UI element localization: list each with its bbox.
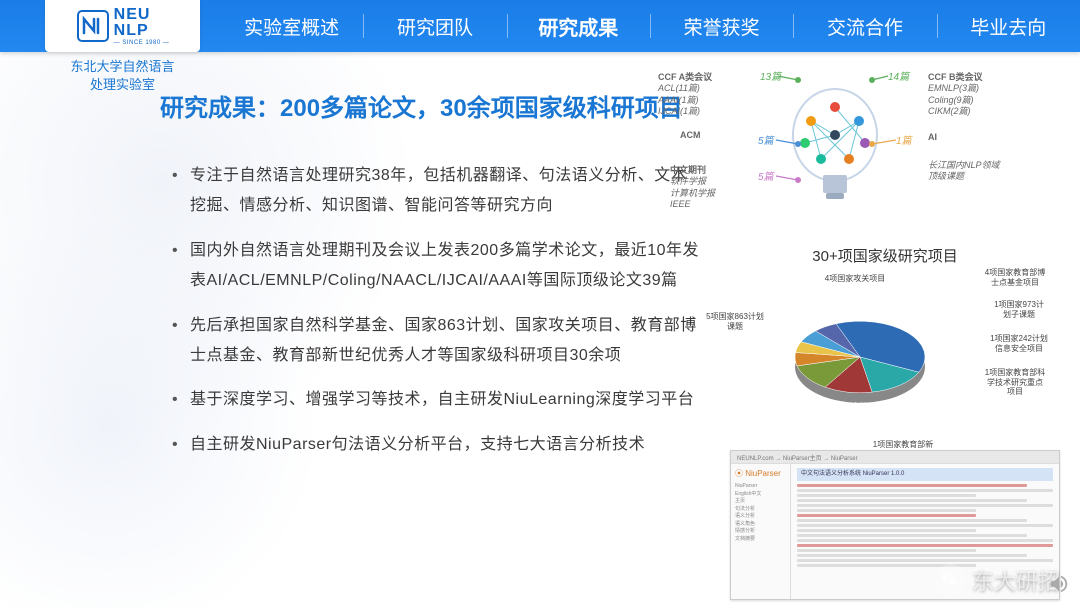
screenshot-logo: ⦿ NiuParser — [735, 468, 786, 480]
bulb-infographic: CCF A类会议ACL(11篇)AAAI(1篇)IJCAI(1篇) 13篇 ACM 5… — [650, 60, 1050, 230]
bulb-label: AI — [928, 132, 937, 143]
bulb-label: 长江国内NLP领域顶级课题 — [928, 160, 1000, 183]
nav-tab-2[interactable]: 研究成果 — [507, 0, 650, 52]
pie-label-1: 5项国家863计划课题 — [700, 312, 770, 331]
logo-since: — SINCE 1980 — — [114, 40, 170, 46]
pie-title: 30+项国家级研究项目 — [720, 245, 1050, 266]
screenshot-header: 中文句法语义分析系统 NiuParser 1.0.0 — [797, 468, 1053, 481]
wechat-icon — [934, 564, 966, 596]
bullet-4: 自主研发NiuParser句法语义分析平台，支持七大语言分析技术 — [168, 430, 700, 460]
pie-label-4: 1项国家973计划子课题 — [984, 300, 1054, 319]
bullet-1: 国内外自然语言处理期刊及会议上发表200多篇学术论文，最近10年发表AI/ACL… — [168, 236, 700, 297]
pie-label-0: 13项国家自然科学基金课题 — [812, 402, 882, 421]
lab-name-sublabel: 东北大学自然语言处理实验室 — [45, 58, 200, 94]
logo-text-2: NLP — [114, 23, 170, 39]
bullet-3: 基于深度学习、增强学习等技术，自主研发NiuLearning深度学习平台 — [168, 385, 700, 415]
bulb-label: CCF B类会议EMNLP(3篇)Coling(9篇)CIKM(2篇) — [928, 72, 983, 117]
page-title: 研究成果：200多篇论文，30余项国家级科研项目 — [160, 88, 700, 123]
nav-tab-3[interactable]: 荣誉获奖 — [650, 0, 793, 52]
screenshot-breadcrumb: NEUNLP.com → NiuParser主页 → NiuParser — [731, 451, 1059, 464]
pie-label-2: 4项国家攻关项目 — [820, 274, 890, 284]
logo-mark-icon — [76, 9, 110, 43]
nav-tab-0[interactable]: 实验室概述 — [220, 0, 363, 52]
bullet-list: 专注于自然语言处理研究38年，包括机器翻译、句法语义分析、文本挖掘、情感分析、知… — [160, 161, 700, 460]
bulb-count: 14篇 — [888, 68, 909, 83]
nav-tab-1[interactable]: 研究团队 — [363, 0, 506, 52]
pie-chart-region: 30+项国家级研究项目 13项国家自然科学基金课题5项国家863计划课题4项国家… — [720, 245, 1050, 452]
bulb-label: 中文期刊软件学报计算机学报IEEE — [670, 165, 715, 210]
header-nav-bar: NEU NLP — SINCE 1980 — 实验室概述研究团队研究成果荣誉获奖… — [0, 0, 1080, 52]
pie-label-6: 1项国家教育部科学技术研究重点项目 — [980, 368, 1050, 397]
speaker-icon — [1048, 573, 1070, 600]
nav-tabs: 实验室概述研究团队研究成果荣誉获奖交流合作毕业去向 — [220, 0, 1080, 52]
logo: NEU NLP — SINCE 1980 — — [45, 0, 200, 52]
bullet-2: 先后承担国家自然科学基金、国家863计划、国家攻关项目、教育部博士点基金、教育部… — [168, 311, 700, 372]
pie-label-5: 1项国家242计划信息安全项目 — [984, 334, 1054, 353]
pie-label-3: 4项国家教育部博士点基金项目 — [980, 268, 1050, 287]
watermark: 东大研招 — [934, 564, 1060, 596]
bulb-count: 13篇 — [760, 68, 781, 83]
bullet-0: 专注于自然语言处理研究38年，包括机器翻译、句法语义分析、文本挖掘、情感分析、知… — [168, 161, 700, 222]
bulb-count: 1篇 — [896, 132, 912, 147]
watermark-text: 东大研招 — [972, 564, 1060, 596]
nav-tab-5[interactable]: 毕业去向 — [937, 0, 1080, 52]
bulb-label: ACM — [680, 130, 701, 141]
nav-tab-4[interactable]: 交流合作 — [793, 0, 936, 52]
bulb-count: 5篇 — [758, 132, 774, 147]
logo-text-1: NEU — [114, 7, 170, 23]
bulb-count: 5篇 — [758, 168, 774, 183]
bulb-label: CCF A类会议ACL(11篇)AAAI(1篇)IJCAI(1篇) — [658, 72, 712, 117]
